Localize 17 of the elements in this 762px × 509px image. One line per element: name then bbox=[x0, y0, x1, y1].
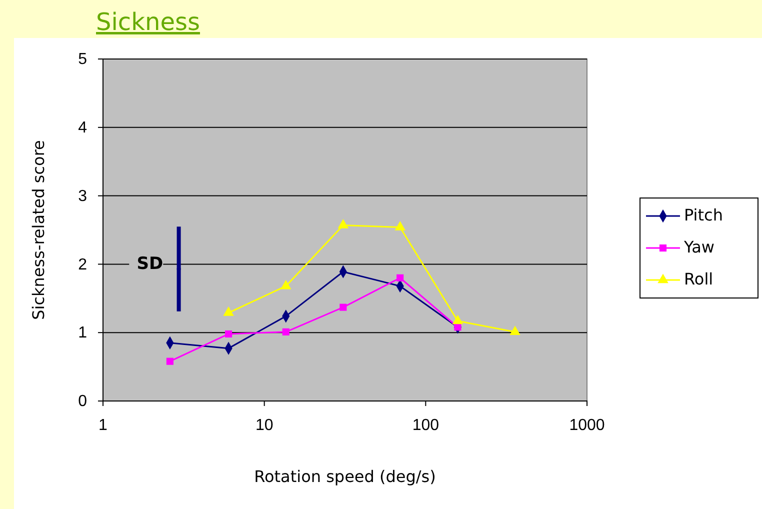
y-tick-label: 0 bbox=[78, 393, 88, 410]
y-tick-label: 4 bbox=[78, 120, 88, 137]
y-tick-label: 2 bbox=[78, 256, 88, 274]
legend-label: Pitch bbox=[684, 205, 723, 224]
x-axis-title: Rotation speed (deg/s) bbox=[254, 467, 436, 486]
y-tick-label: 3 bbox=[78, 188, 88, 205]
y-axis-title: Sickness-related score bbox=[29, 140, 48, 320]
y-tick-label: 1 bbox=[78, 324, 88, 342]
chart-title: Sickness bbox=[96, 8, 200, 36]
x-tick-label: 100 bbox=[412, 416, 440, 434]
x-tick-label: 10 bbox=[255, 416, 274, 434]
x-tick-label: 1000 bbox=[569, 416, 605, 434]
legend-label: Yaw bbox=[683, 237, 714, 256]
annotation: SD bbox=[136, 254, 164, 274]
y-tick-label: 5 bbox=[78, 51, 88, 68]
legend-label: Roll bbox=[684, 269, 714, 288]
x-tick-label: 1 bbox=[98, 416, 108, 434]
